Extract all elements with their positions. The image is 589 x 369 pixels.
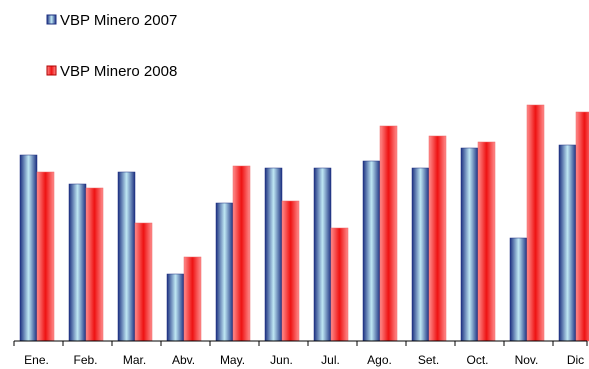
legend-label-2008: VBP Minero 2008: [60, 63, 177, 80]
x-tick-label: Set.: [418, 353, 439, 367]
x-tick-label: Ene.: [24, 353, 49, 367]
bar-2007-mar: [117, 171, 136, 342]
bar-2007-may: [215, 202, 234, 342]
bar-2008-jun: [281, 200, 300, 342]
bar-2008-oct: [477, 141, 496, 342]
x-axis-ticks: [13, 341, 588, 346]
bar-2007-jun: [264, 167, 283, 342]
legend-swatch-2007: [46, 14, 57, 25]
bar-2008-ago: [379, 125, 398, 342]
bar-2007-abv: [166, 273, 185, 342]
bar-2008-may: [232, 165, 251, 342]
x-tick-label: Mar.: [123, 353, 146, 367]
legend-label-2007: VBP Minero 2007: [60, 12, 177, 29]
x-tick-label: Abv.: [172, 353, 195, 367]
bar-2008-set: [428, 135, 447, 342]
legend-item-2007: VBP Minero 2007: [46, 12, 177, 29]
bar-2008-mar: [134, 222, 153, 342]
bar-2007-set: [411, 167, 430, 342]
bars-group: [19, 104, 589, 342]
bar-2007-feb: [68, 183, 87, 342]
bar-2008-nov: [526, 104, 545, 342]
legend: VBP Minero 2007 VBP Minero 2008: [46, 12, 177, 80]
legend-item-2008: VBP Minero 2008: [46, 63, 177, 80]
x-tick-label: Oct.: [466, 353, 488, 367]
bar-2008-ene: [36, 171, 55, 342]
bar-2008-dic: [575, 111, 589, 342]
x-tick-label: Feb.: [73, 353, 97, 367]
bar-2007-oct: [460, 147, 479, 342]
x-tick-label: May.: [220, 353, 245, 367]
x-tick-label: Dic: [567, 353, 584, 367]
x-tick-label: Nov.: [515, 353, 539, 367]
x-axis-tick-labels: Ene. Feb. Mar. Abv. May. Jun. Jul. Ago. Set. Oct.…: [24, 353, 584, 367]
x-tick-label: Ago.: [367, 353, 392, 367]
bar-2007-dic: [558, 144, 577, 342]
bar-2008-abv: [183, 256, 202, 342]
legend-swatch-2008: [46, 65, 57, 76]
bar-2007-ago: [362, 160, 381, 342]
bar-2008-feb: [85, 187, 104, 342]
bar-2007-jul: [313, 167, 332, 342]
x-tick-label: Jun.: [270, 353, 293, 367]
bar-2008-jul: [330, 227, 349, 342]
bar-2007-nov: [509, 237, 528, 342]
x-tick-label: Jul.: [321, 353, 340, 367]
bar-2007-ene: [19, 154, 38, 342]
